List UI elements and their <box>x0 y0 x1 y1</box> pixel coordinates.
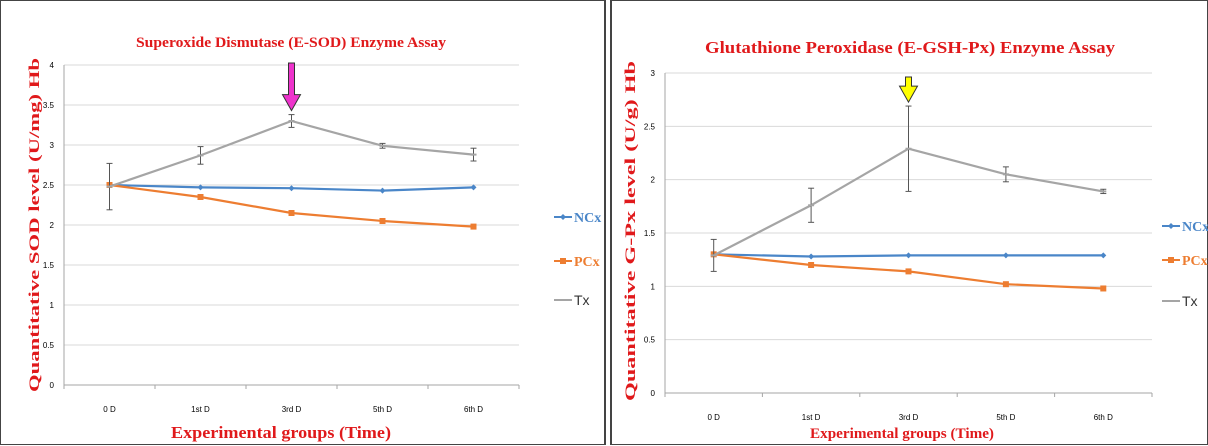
x-tick-label: 6th D <box>1094 413 1113 422</box>
legend-label-pcx: PCx <box>1182 254 1208 269</box>
data-point-pcx <box>808 262 815 268</box>
data-point-pcx <box>288 210 295 216</box>
sod-chart-panel: 0 0.5 1 1.5 2 2.5 3 3.5 4 0 D 1st D 3rd D 5th D 6th D… <box>0 0 605 445</box>
sod-chart: 0 0.5 1 1.5 2 2.5 3 3.5 4 0 D 1st D 3rd D 5th D 6th D… <box>27 35 601 442</box>
data-point-pcx <box>1002 281 1009 288</box>
panel-divider <box>605 0 611 445</box>
x-tick-label: 1st D <box>802 413 821 422</box>
series-line-tx <box>109 119 474 188</box>
y-tick-label: 0.5 <box>43 341 55 350</box>
y-tick-label: 3 <box>651 69 656 78</box>
legend-label-ncx: NCx <box>574 211 601 226</box>
y-tick-label: 1.5 <box>644 229 656 238</box>
y-tick-label: 3.5 <box>43 101 55 110</box>
y-tick-label: 2 <box>651 176 656 185</box>
legend-marker <box>1168 223 1174 229</box>
data-point-ncx <box>1002 252 1009 259</box>
y-tick-label: 4 <box>50 61 55 70</box>
x-tick-label: 6th D <box>464 405 483 414</box>
data-point-ncx <box>1100 252 1107 259</box>
x-axis-label: Experimental groups (Time) <box>810 426 994 442</box>
y-tick-label: 0 <box>50 381 55 390</box>
x-tick-label: 1st D <box>191 405 210 414</box>
y-tick-label: 1.5 <box>43 261 55 270</box>
gsh-chart: 0 0.5 1 1.5 2 2.5 3 0 D 1st D 3rd D 5th D 6th D Glut… <box>623 38 1208 442</box>
y-tick-label: 1 <box>50 301 55 310</box>
highlight-arrow <box>281 62 302 112</box>
legend-label-pcx: PCx <box>574 255 600 270</box>
legend-label-ncx: NCx <box>1182 220 1208 235</box>
x-tick-label: 5th D <box>373 405 392 414</box>
chart-title: Superoxide Dismutase (E-SOD) Enzyme Assa… <box>136 35 447 51</box>
y-tick-label: 3 <box>50 141 55 150</box>
data-point-pcx <box>470 223 477 230</box>
y-tick-label: 2.5 <box>43 181 55 190</box>
x-tick-label: 0 D <box>103 405 116 414</box>
y-axis-label: Quantitative G-Px level (U/g) Hb <box>623 61 639 401</box>
y-axis-label: Quantitative SOD level (U/mg) Hb <box>27 58 43 392</box>
legend-marker <box>560 214 566 220</box>
data-point-pcx <box>379 218 386 224</box>
y-tick-label: 0.5 <box>644 336 656 345</box>
legend-marker <box>560 258 566 264</box>
y-tick-label: 1 <box>651 282 656 291</box>
y-tick-label: 2 <box>50 221 55 230</box>
data-point-ncx <box>288 185 295 192</box>
y-tick-label: 0 <box>651 389 656 398</box>
data-point-ncx <box>470 184 477 191</box>
gsh-chart-panel: 0 0.5 1 1.5 2 2.5 3 0 D 1st D 3rd D 5th D 6th D Glut… <box>611 0 1208 445</box>
legend-label-tx: Tx <box>1182 293 1198 309</box>
data-point-ncx <box>379 187 386 194</box>
chart-title: Glutathione Peroxidase (E-GSH-Px) Enzyme… <box>705 38 1116 57</box>
x-tick-label: 3rd D <box>899 413 919 422</box>
x-tick-label: 3rd D <box>282 405 302 414</box>
data-point-ncx <box>197 184 204 191</box>
data-point-pcx <box>1100 285 1107 292</box>
x-axis-label: Experimental groups (Time) <box>171 423 391 442</box>
data-point-pcx <box>905 268 912 275</box>
data-point-ncx <box>808 253 815 260</box>
y-tick-label: 2.5 <box>644 122 656 131</box>
x-tick-label: 0 D <box>707 413 720 422</box>
series-line-pcx <box>109 183 474 228</box>
legend-label-tx: Tx <box>574 292 590 308</box>
data-point-pcx <box>197 194 204 200</box>
legend-marker <box>1168 257 1174 263</box>
x-tick-label: 5th D <box>996 413 1015 422</box>
highlight-arrow <box>898 76 919 104</box>
data-point-ncx <box>905 252 912 259</box>
